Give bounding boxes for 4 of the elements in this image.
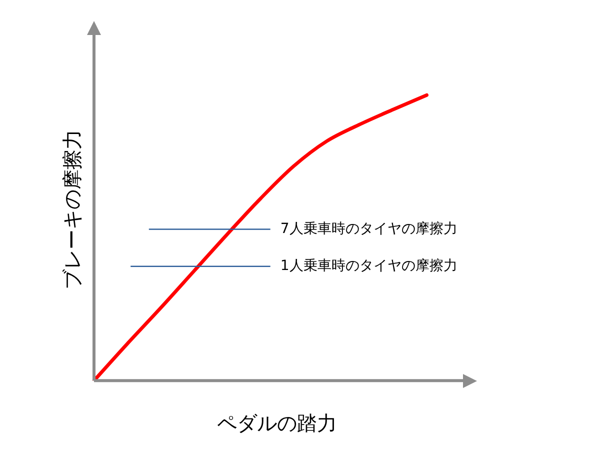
y-axis-title: ブレーキの摩擦力 [60,129,84,290]
ref-line-label: 7人乗車時のタイヤの摩擦力 [280,220,458,237]
x-axis-title: ペダルの踏力 [217,411,337,436]
ref-line-label: 1人乗車時のタイヤの摩擦力 [280,258,458,274]
